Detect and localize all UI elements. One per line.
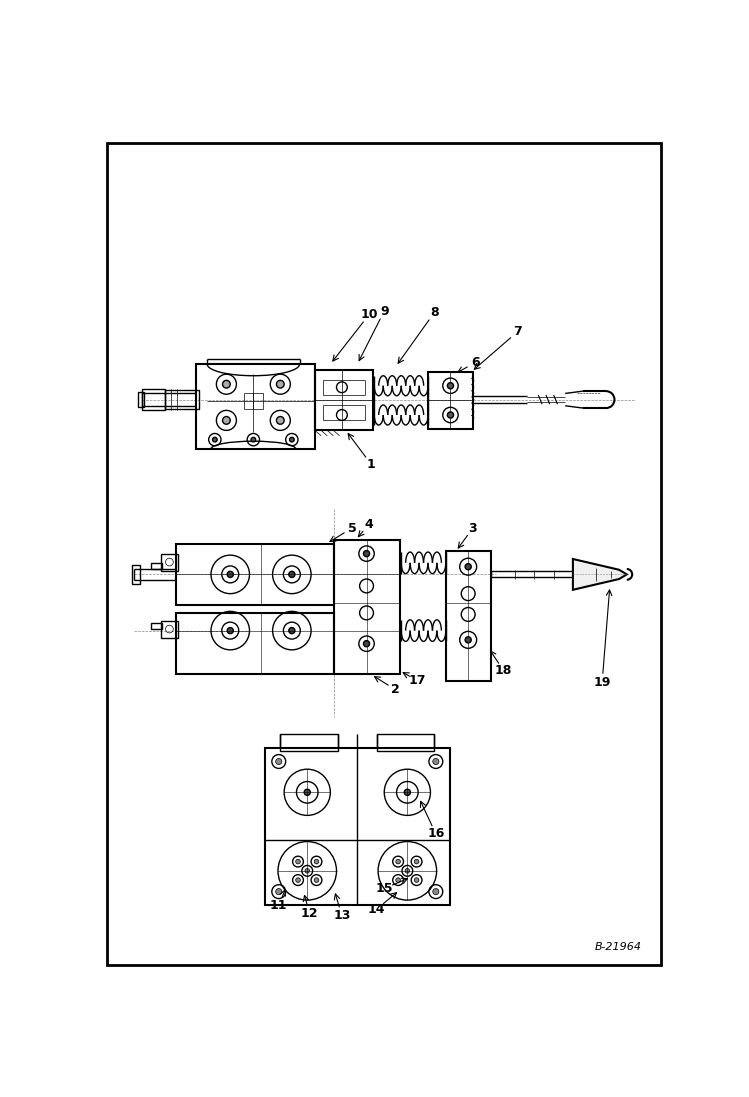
Text: 17: 17 — [409, 675, 426, 687]
Bar — [165, 391, 199, 409]
Circle shape — [447, 411, 454, 418]
Circle shape — [213, 438, 217, 442]
Circle shape — [227, 572, 234, 577]
Bar — [428, 372, 473, 429]
Text: 3: 3 — [468, 522, 477, 534]
Circle shape — [276, 381, 284, 388]
Circle shape — [395, 859, 401, 864]
Circle shape — [276, 758, 282, 765]
Text: 14: 14 — [368, 903, 385, 916]
Circle shape — [465, 564, 471, 569]
Text: 16: 16 — [427, 827, 444, 840]
Circle shape — [251, 438, 255, 442]
Bar — [265, 748, 449, 905]
Circle shape — [363, 551, 369, 556]
Bar — [334, 540, 400, 675]
Circle shape — [465, 636, 471, 643]
Text: 5: 5 — [348, 522, 357, 534]
Text: 12: 12 — [301, 907, 318, 919]
Circle shape — [296, 859, 300, 864]
Bar — [138, 392, 144, 407]
Circle shape — [276, 889, 282, 895]
Bar — [244, 394, 263, 409]
Circle shape — [290, 438, 294, 442]
Circle shape — [447, 383, 454, 388]
Text: 9: 9 — [380, 305, 389, 317]
Text: 18: 18 — [495, 664, 512, 677]
Text: 2: 2 — [392, 683, 400, 697]
Bar — [151, 623, 163, 629]
Circle shape — [305, 869, 309, 873]
Text: 13: 13 — [333, 909, 351, 921]
Bar — [142, 388, 165, 410]
Circle shape — [433, 758, 439, 765]
Bar — [377, 734, 434, 750]
Text: 11: 11 — [270, 898, 288, 912]
Text: 10: 10 — [360, 308, 377, 321]
Bar — [161, 621, 178, 637]
Text: 4: 4 — [365, 518, 373, 531]
Text: B-21964: B-21964 — [595, 941, 642, 952]
Bar — [151, 563, 163, 569]
Bar — [280, 734, 338, 750]
Circle shape — [304, 789, 310, 795]
Circle shape — [433, 889, 439, 895]
Circle shape — [222, 381, 230, 388]
Bar — [323, 380, 365, 395]
Text: 6: 6 — [471, 357, 479, 369]
Circle shape — [404, 789, 410, 795]
Text: 19: 19 — [593, 676, 611, 689]
Circle shape — [276, 417, 284, 425]
Circle shape — [314, 878, 319, 882]
Text: 8: 8 — [430, 306, 439, 319]
Circle shape — [405, 869, 410, 873]
Circle shape — [414, 859, 419, 864]
Text: 7: 7 — [513, 326, 522, 338]
Bar — [323, 405, 365, 420]
Polygon shape — [573, 559, 627, 590]
Circle shape — [314, 859, 319, 864]
Circle shape — [227, 627, 234, 634]
Bar — [133, 565, 140, 584]
Bar — [176, 544, 334, 606]
Circle shape — [414, 878, 419, 882]
Circle shape — [395, 878, 401, 882]
Bar — [161, 554, 178, 570]
Circle shape — [289, 572, 295, 577]
Bar — [195, 364, 315, 449]
Circle shape — [222, 417, 230, 425]
Circle shape — [289, 627, 295, 634]
Bar — [315, 371, 373, 430]
Circle shape — [363, 641, 369, 647]
Circle shape — [296, 878, 300, 882]
Bar — [176, 613, 334, 675]
Text: 15: 15 — [375, 882, 393, 895]
Bar — [446, 552, 491, 680]
Text: 1: 1 — [367, 457, 375, 471]
